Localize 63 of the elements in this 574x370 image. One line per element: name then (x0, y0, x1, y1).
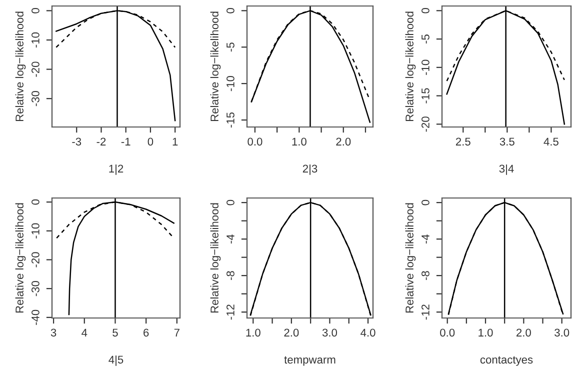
y-tick-label: -10 (422, 60, 430, 75)
y-axis-title: Relative log−likelihood (405, 203, 416, 313)
x-tick-label: 2.0 (284, 328, 299, 337)
x-tick-label: 3 (50, 328, 56, 337)
y-tick-label: -12 (422, 304, 430, 320)
x-axis-title: tempwarm (284, 356, 336, 366)
y-tick-label: -12 (226, 304, 234, 320)
x-axis-title: 1|2 (109, 164, 124, 175)
x-tick-label: -1 (121, 138, 130, 146)
x-tick-label: 0.0 (248, 138, 262, 146)
x-tick-label: 4.5 (544, 138, 558, 146)
x-axis-title: contactyes (480, 356, 533, 366)
x-tick-label: 0.0 (440, 328, 455, 337)
y-axis-title: Relative log−likelihood (15, 203, 26, 313)
y-tick-label: -10 (32, 223, 40, 238)
y-tick-label: -10 (226, 76, 234, 92)
y-tick-label: -40 (32, 310, 40, 325)
y-tick-label: -20 (422, 116, 430, 132)
line-series (446, 10, 566, 125)
y-tick-label: -8 (422, 271, 430, 280)
x-tick-label: 3.0 (322, 328, 338, 337)
x-tick-label: 1.0 (478, 328, 493, 337)
y-tick-label: -8 (226, 271, 234, 280)
y-tick-label: -5 (422, 34, 430, 44)
y-tick-label: -15 (422, 88, 430, 104)
x-tick-label: 5 (112, 328, 118, 337)
y-tick-label: -30 (32, 90, 40, 106)
x-tick-label: 4 (82, 328, 88, 336)
y-tick-label: -5 (226, 42, 234, 52)
x-tick-label: 4.0 (360, 328, 376, 337)
y-tick-label: -15 (226, 112, 234, 128)
x-axis-title: 4|5 (108, 355, 124, 366)
y-tick-label: 0 (226, 200, 234, 206)
x-tick-label: 1.0 (246, 328, 260, 337)
y-tick-label: -30 (32, 280, 40, 296)
x-tick-label: 6 (144, 328, 149, 337)
y-tick-label: -10 (32, 32, 40, 48)
y-tick-label: 0 (422, 8, 430, 14)
x-tick-label: 1 (172, 138, 178, 146)
y-tick-label: -20 (32, 62, 40, 77)
x-tick-label: 3.5 (500, 138, 514, 146)
y-axis-title: Relative log−likelihood (210, 203, 221, 313)
x-tick-label: 7 (174, 328, 180, 336)
y-tick-label: 0 (422, 200, 430, 206)
x-tick-label: 2.0 (516, 328, 531, 337)
x-tick-label: -3 (72, 138, 82, 146)
y-tick-label: -4 (226, 234, 234, 244)
y-tick-label: 0 (32, 199, 40, 205)
x-tick-label: 3.0 (554, 328, 570, 337)
y-tick-label: -20 (32, 252, 40, 268)
y-axis-title: Relative log−likelihood (210, 12, 221, 122)
x-tick-label: 2.0 (336, 138, 351, 146)
x-tick-label: -2 (96, 138, 106, 146)
x-tick-label: 0 (148, 138, 154, 146)
y-tick-label: 0 (226, 8, 234, 14)
x-axis-title: 3|4 (499, 164, 514, 175)
y-axis-title: Relative log−likelihood (405, 12, 416, 122)
y-tick-label: -4 (422, 234, 430, 244)
y-tick-label: 0 (32, 8, 40, 14)
x-axis-title: 2|3 (302, 164, 318, 175)
x-tick-label: 1.0 (292, 138, 306, 146)
y-axis-title: Relative log−likelihood (15, 12, 26, 122)
x-tick-label: 2.5 (456, 138, 470, 146)
